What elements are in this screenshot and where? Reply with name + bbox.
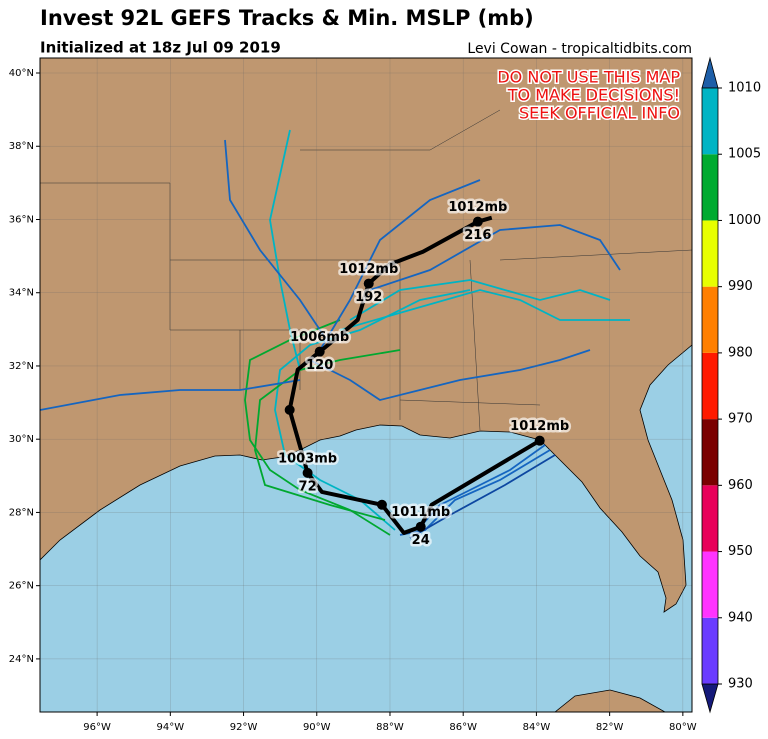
colorbar-label: 950 [728, 544, 753, 559]
pressure-label: 1003mb [278, 451, 337, 466]
mean-track-group: 1012mb 1011mb 24 1003mb 72 1006mb 120 1012mb 192… [276, 198, 572, 551]
warning-line: DO NOT USE THIS MAP [497, 68, 680, 87]
colorbar-label: 940 [728, 610, 753, 625]
colorbar-label: 1010 [728, 81, 761, 96]
lon-label: 82°W [596, 722, 624, 733]
mean-track [287, 215, 541, 535]
colorbar-segment [702, 352, 718, 420]
colorbar-label: 990 [728, 279, 753, 294]
colorbar-label: 930 [728, 677, 753, 692]
colorbar-segment [702, 485, 718, 552]
map-frame [39, 57, 693, 713]
lat-label: 26°N [9, 581, 34, 592]
warning-line: TO MAKE DECISIONS! [507, 86, 680, 105]
colorbar-under [701, 683, 719, 714]
lat-label: 36°N [9, 214, 34, 225]
colorbar-label: 1000 [728, 213, 761, 228]
track-point [363, 278, 374, 289]
colorbar-frame [701, 87, 719, 685]
track-point [314, 346, 325, 357]
lat-label: 24°N [9, 654, 34, 665]
colorbar-segment [702, 551, 718, 618]
colorbar-segment [702, 286, 718, 353]
colorbar-label: 960 [728, 478, 753, 493]
lat-label: 40°N [9, 68, 34, 79]
colorbar-label: 980 [728, 345, 753, 360]
lon-label: 92°W [230, 722, 258, 733]
colorbar-label: 1005 [728, 147, 761, 162]
track-point [534, 435, 545, 446]
pressure-label: 1012mb [339, 262, 398, 277]
lat-label: 28°N [9, 507, 34, 518]
borders [40, 109, 692, 431]
track-point [415, 521, 426, 532]
hour-label: 24 [412, 533, 430, 548]
lon-label: 88°W [376, 722, 404, 733]
lon-label: 84°W [523, 722, 551, 733]
colorbar-over [701, 56, 719, 89]
pressure-label: 1006mb [290, 330, 349, 345]
colorbar-segment [702, 154, 718, 221]
colorbar-label: 970 [728, 412, 753, 427]
lat-label: 32°N [9, 361, 34, 372]
graticule [40, 58, 692, 712]
lat-label: 30°N [9, 434, 34, 445]
pressure-label: 1012mb [448, 200, 507, 215]
ensemble-tracks [40, 129, 630, 539]
colorbar: 930 940 950 960 970 980 990 1000 1005 1010 [701, 56, 761, 714]
colorbar-segment [702, 419, 718, 486]
lon-label: 94°W [157, 722, 185, 733]
map: 1012mb 1011mb 24 1003mb 72 1006mb 120 1012mb 192… [40, 58, 692, 712]
colorbar-segment [702, 617, 718, 684]
warning-line: SEEK OFFICIAL INFO [519, 104, 680, 123]
lat-label: 38°N [9, 141, 34, 152]
hour-label: 216 [464, 228, 491, 243]
title: Invest 92L GEFS Tracks & Min. MSLP (mb) [40, 6, 534, 30]
hour-label: 192 [355, 290, 382, 305]
track-point [376, 499, 387, 510]
track-point [472, 216, 483, 227]
lon-label: 96°W [83, 722, 111, 733]
colorbar-segment [702, 88, 718, 155]
colorbar-segment [702, 220, 718, 287]
subtitle: Initialized at 18z Jul 09 2019 [40, 39, 281, 57]
lon-label: 80°W [669, 722, 697, 733]
pressure-label: 1012mb [510, 419, 569, 434]
pressure-label: 1011mb [391, 505, 450, 520]
hour-label: 72 [299, 479, 317, 494]
credit: Levi Cowan - tropicaltidbits.com [467, 41, 692, 57]
lon-label: 86°W [449, 722, 477, 733]
lat-label: 34°N [9, 288, 34, 299]
cuba [554, 689, 666, 712]
hour-label: 120 [306, 358, 333, 373]
track-point [284, 404, 295, 415]
axis-labels: 24°N 26°N 28°N 30°N 32°N 34°N 36°N 38°N 40°N 96°W… [9, 68, 697, 733]
lon-label: 90°W [303, 722, 331, 733]
track-point [302, 467, 313, 478]
